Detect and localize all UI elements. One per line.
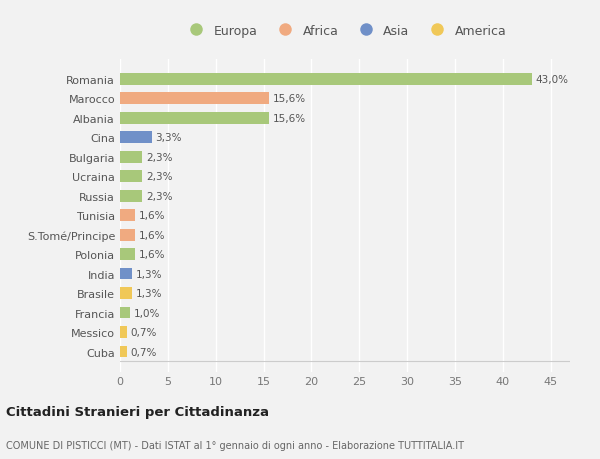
Bar xyxy=(120,93,269,105)
Bar xyxy=(120,288,133,299)
Bar xyxy=(120,307,130,319)
Bar xyxy=(120,346,127,358)
Legend: Europa, Africa, Asia, America: Europa, Africa, Asia, America xyxy=(181,22,509,40)
Text: 1,3%: 1,3% xyxy=(136,288,163,298)
Bar xyxy=(120,190,142,202)
Bar xyxy=(120,268,133,280)
Text: 1,6%: 1,6% xyxy=(139,250,166,260)
Bar xyxy=(120,171,142,183)
Text: 0,7%: 0,7% xyxy=(131,327,157,337)
Bar xyxy=(120,151,142,163)
Text: 2,3%: 2,3% xyxy=(146,152,172,162)
Text: 1,3%: 1,3% xyxy=(136,269,163,279)
Bar xyxy=(120,113,269,124)
Text: 1,6%: 1,6% xyxy=(139,211,166,221)
Text: 2,3%: 2,3% xyxy=(146,172,172,182)
Text: 15,6%: 15,6% xyxy=(273,94,307,104)
Text: 3,3%: 3,3% xyxy=(155,133,182,143)
Text: 0,7%: 0,7% xyxy=(131,347,157,357)
Bar xyxy=(120,326,127,338)
Text: 1,0%: 1,0% xyxy=(133,308,160,318)
Text: Cittadini Stranieri per Cittadinanza: Cittadini Stranieri per Cittadinanza xyxy=(6,405,269,418)
Text: 2,3%: 2,3% xyxy=(146,191,172,202)
Bar xyxy=(120,132,152,144)
Text: 43,0%: 43,0% xyxy=(536,75,569,84)
Text: 15,6%: 15,6% xyxy=(273,113,307,123)
Bar xyxy=(120,230,136,241)
Text: 1,6%: 1,6% xyxy=(139,230,166,240)
Bar xyxy=(120,74,532,85)
Bar xyxy=(120,210,136,222)
Text: COMUNE DI PISTICCI (MT) - Dati ISTAT al 1° gennaio di ogni anno - Elaborazione T: COMUNE DI PISTICCI (MT) - Dati ISTAT al … xyxy=(6,440,464,450)
Bar xyxy=(120,249,136,260)
